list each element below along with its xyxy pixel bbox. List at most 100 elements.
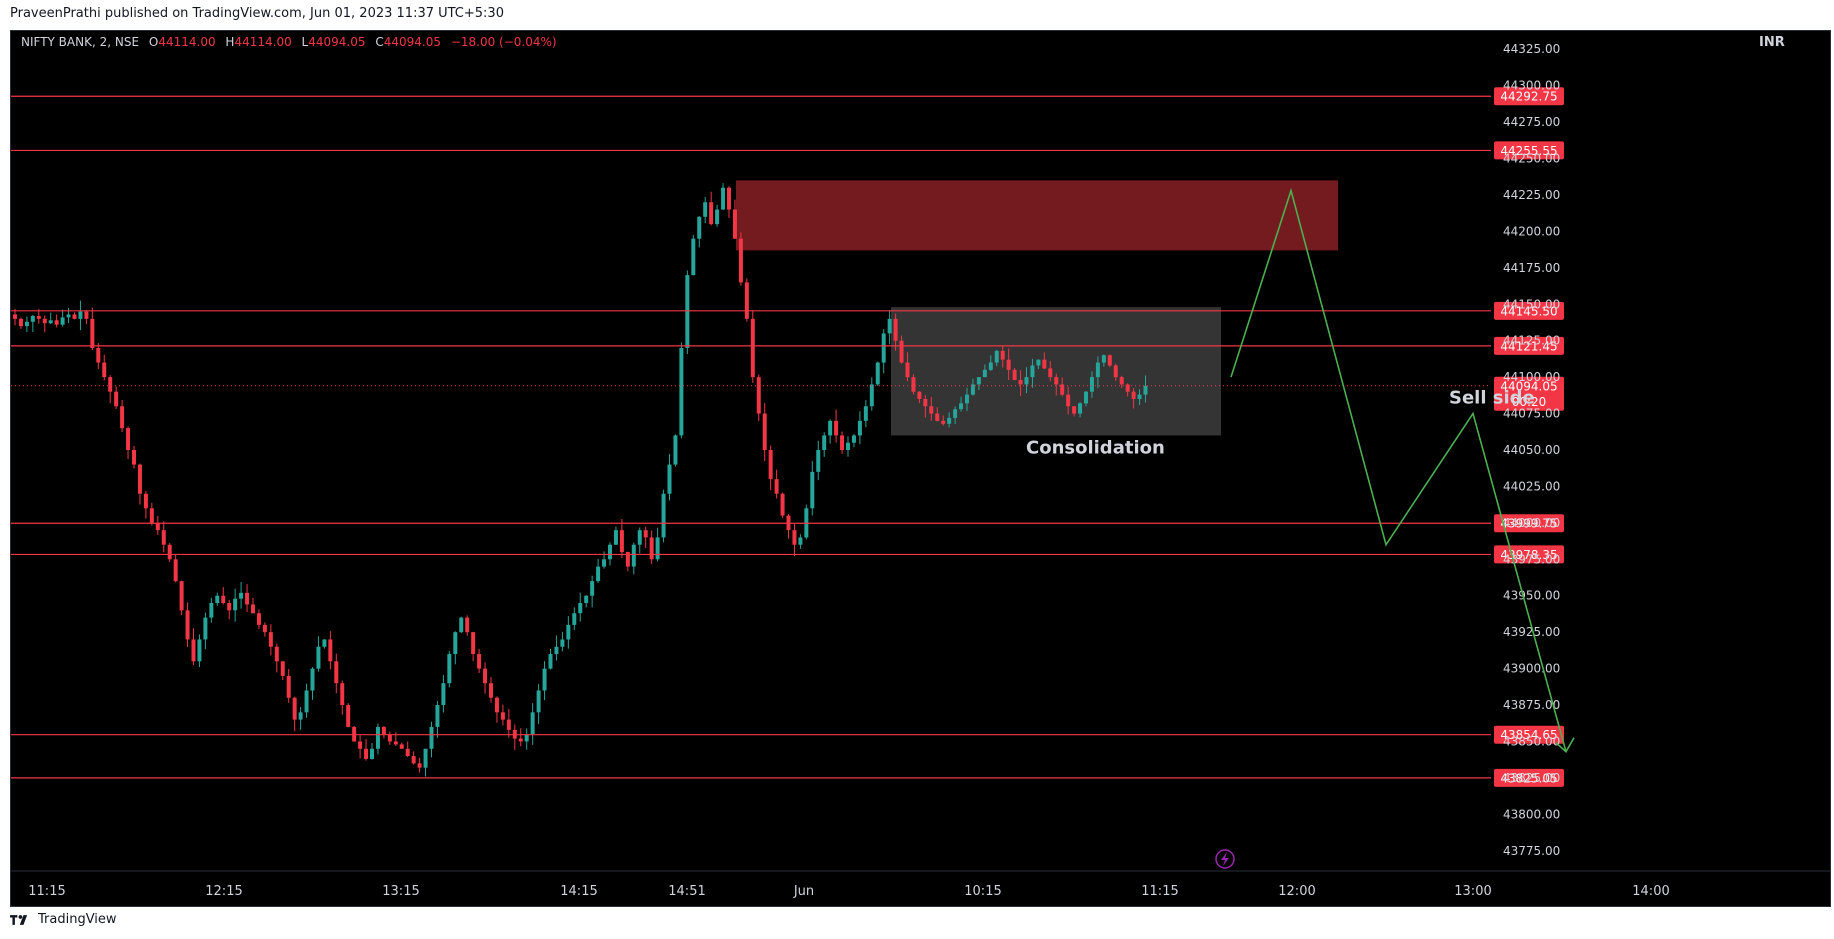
candle-body (132, 450, 136, 465)
candle-body (1131, 391, 1136, 399)
candle-body (1119, 377, 1124, 385)
candle-body (24, 321, 29, 327)
candle-body (459, 617, 464, 633)
candle-body (828, 420, 833, 436)
chart-area[interactable]: 44292.75 44255.55 44145.50 44121.45 43999.75… (10, 30, 1831, 907)
candle-body (262, 624, 267, 633)
candle-body (197, 639, 202, 662)
candle-body (816, 450, 821, 472)
candle-body (554, 646, 559, 655)
candle-body (822, 435, 827, 450)
price-axis-tick: 43925.00 (1503, 625, 1560, 639)
close-label: C (375, 35, 384, 49)
candle-body (602, 559, 607, 567)
time-axis-tick: 13:00 (1454, 884, 1491, 899)
candle-body (911, 377, 916, 392)
candle-body (30, 315, 35, 322)
candle-body (744, 282, 749, 319)
candle-body (191, 639, 196, 662)
candle-body (1036, 359, 1041, 366)
candle-body (1101, 355, 1106, 363)
candle-body (560, 639, 565, 647)
consolidation-label: Consolidation (1026, 438, 1165, 459)
candle-body (78, 311, 83, 319)
symbol-legend[interactable]: NIFTY BANK, 2, NSE O44114.00 H44114.00 L… (21, 35, 557, 49)
high-label: H (225, 35, 235, 49)
candle-body (280, 661, 285, 676)
candle-body (1054, 377, 1059, 385)
candle-body (756, 377, 761, 414)
candle-body (48, 320, 53, 324)
candle-body (322, 639, 327, 647)
level-price-label: 44292.75 (1500, 90, 1557, 104)
candle-body (637, 530, 642, 545)
candle-body (524, 734, 529, 742)
price-axis-tick: 44050.00 (1503, 443, 1560, 457)
candle-body (126, 428, 131, 450)
candle-body (381, 726, 386, 735)
candle-body (518, 738, 523, 742)
open-value: 44114.00 (158, 35, 216, 49)
candle-body (173, 559, 178, 582)
last-price-label: 44094.05 (1500, 379, 1557, 393)
level-price-label: 43999.75 (1500, 517, 1557, 531)
candle-body (1084, 391, 1088, 404)
candle-body (679, 347, 684, 436)
candle-body (643, 530, 648, 538)
candle-body (221, 595, 226, 604)
candle-body (1089, 377, 1094, 392)
tradingview-brand-label: TradingView (38, 912, 117, 927)
candle-body (935, 413, 940, 421)
candle-body (584, 595, 589, 604)
candle-body (429, 726, 434, 749)
candle-body (673, 435, 678, 465)
price-axis-tick: 44300.00 (1503, 79, 1560, 93)
candle-body (245, 592, 250, 605)
candle-body (1078, 403, 1083, 414)
time-axis-tick: 14:51 (668, 884, 705, 899)
candle-body (500, 712, 505, 720)
level-price-label: 44121.45 (1500, 339, 1557, 353)
price-axis-tick: 44275.00 (1503, 115, 1560, 129)
candle-body (316, 646, 321, 669)
candle-body (203, 617, 208, 640)
candle-body (691, 238, 696, 276)
last-price-tag (1494, 376, 1564, 411)
candle-body (167, 544, 172, 560)
candle-body (298, 712, 303, 720)
candle-body (268, 632, 273, 647)
time-axis-tick: 14:00 (1632, 884, 1669, 899)
price-axis-tick: 44025.00 (1503, 479, 1560, 493)
candle-body (649, 537, 654, 560)
candle-body (286, 675, 291, 698)
candle-body (631, 544, 636, 567)
candle-body (256, 613, 261, 625)
candle-body (477, 654, 482, 669)
supply-zone (736, 180, 1338, 251)
candle-body (209, 603, 214, 618)
price-axis-tick: 43825.00 (1503, 771, 1560, 785)
candle-body (798, 537, 803, 545)
level-price-tag (1494, 301, 1564, 320)
candle-body (358, 741, 363, 749)
price-axis-tick: 43775.00 (1503, 844, 1560, 858)
price-axis-tick: 44200.00 (1503, 224, 1560, 238)
candle-body (851, 435, 856, 443)
candle-body (536, 690, 541, 713)
candle-body (1137, 394, 1142, 399)
candle-body (227, 603, 232, 611)
candle-body (13, 314, 17, 319)
level-price-tag (1494, 545, 1564, 564)
candle-body (1125, 384, 1130, 392)
candlestick-chart[interactable]: 44292.75 44255.55 44145.50 44121.45 43999.75… (11, 31, 1830, 906)
candle-body (976, 377, 981, 385)
price-axis-tick: 44150.00 (1503, 297, 1560, 311)
candle-body (304, 690, 309, 713)
currency-label[interactable]: INR (1759, 35, 1785, 50)
candle-body (619, 530, 624, 553)
candle-body (465, 617, 470, 633)
candle-body (1072, 406, 1077, 414)
price-axis-tick: 43800.00 (1503, 807, 1560, 821)
candle-body (572, 613, 577, 625)
high-value: 44114.00 (234, 35, 292, 49)
